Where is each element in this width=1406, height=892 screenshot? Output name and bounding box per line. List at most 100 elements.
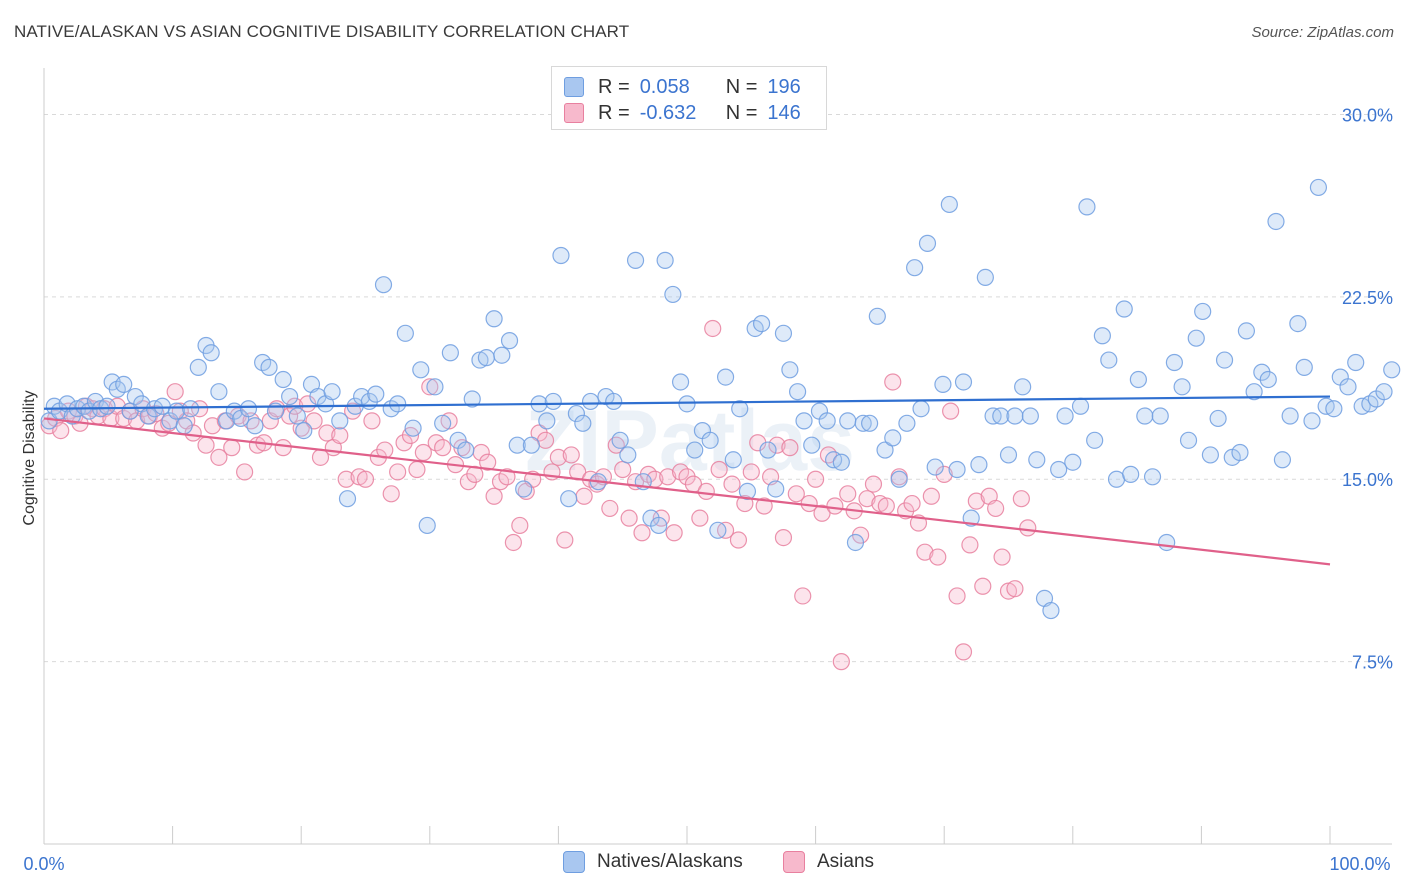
asians-point xyxy=(832,653,850,671)
asians-point xyxy=(562,446,580,464)
asians-point xyxy=(665,524,683,542)
legend-row-asians: R = -0.632 N = 146 xyxy=(564,101,801,125)
asians-point xyxy=(884,373,902,391)
asians-point xyxy=(498,468,516,486)
asians-point xyxy=(942,402,960,420)
axes xyxy=(43,68,1392,845)
legend-row-natives: R = 0.058 N = 196 xyxy=(564,75,801,99)
natives-point xyxy=(323,383,341,401)
natives-point xyxy=(246,417,264,435)
asians-point xyxy=(236,463,254,481)
natives-point xyxy=(1201,446,1220,464)
natives-point xyxy=(832,453,850,471)
asians-point xyxy=(993,548,1011,566)
natives-point xyxy=(1194,302,1212,321)
asians-point xyxy=(363,412,381,430)
asians-point xyxy=(1006,580,1024,598)
legend-label: Asians xyxy=(817,851,875,872)
asians-point xyxy=(819,446,838,464)
natives-point xyxy=(1209,409,1227,428)
asians-point xyxy=(620,509,638,527)
natives-point xyxy=(767,480,785,498)
natives-point xyxy=(1165,353,1183,372)
asians-point xyxy=(858,490,876,508)
natives-point xyxy=(418,516,436,535)
natives-point xyxy=(854,414,872,432)
natives-point xyxy=(884,429,902,447)
natives-point xyxy=(1042,601,1060,620)
natives-point xyxy=(846,533,865,552)
natives-point xyxy=(404,419,422,437)
natives-point xyxy=(338,490,357,508)
asians-point xyxy=(318,424,336,442)
natives-point xyxy=(954,373,973,391)
natives-point xyxy=(686,441,704,459)
watermark: ZIPatlas xyxy=(525,393,855,489)
natives-point xyxy=(175,417,193,435)
natives-point xyxy=(1187,329,1205,347)
asians-point xyxy=(210,448,228,466)
natives-point xyxy=(1115,300,1133,318)
natives-point xyxy=(295,422,313,440)
series-legend: Natives/Alaskans Asians xyxy=(0,851,1406,879)
chart-title: NATIVE/ALASKAN VS ASIAN COGNITIVE DISABI… xyxy=(14,22,630,41)
asians-point xyxy=(382,485,400,503)
natives-point xyxy=(1215,351,1234,369)
asians-point xyxy=(614,460,632,479)
natives-point xyxy=(650,516,668,535)
natives-point xyxy=(1267,212,1285,231)
y-tick-label: 15.0% xyxy=(1342,470,1393,490)
natives-point xyxy=(611,431,629,449)
natives-point xyxy=(98,397,116,415)
natives-point xyxy=(544,392,562,411)
natives-point xyxy=(574,414,592,432)
natives-point xyxy=(664,285,682,304)
natives-point xyxy=(926,458,944,476)
asians-point xyxy=(839,485,857,503)
natives-point xyxy=(560,490,578,508)
natives-point xyxy=(781,361,799,379)
asians-point xyxy=(504,533,522,552)
n-label: N = xyxy=(725,75,758,98)
asians-point xyxy=(954,643,973,661)
r-label: R = xyxy=(598,75,630,98)
natives-trend-line xyxy=(43,395,1331,410)
natives-point xyxy=(1281,407,1299,425)
natives-point xyxy=(522,436,540,454)
asians-point xyxy=(813,504,831,522)
natives-point xyxy=(818,412,836,430)
natives-point xyxy=(389,395,407,413)
natives-point xyxy=(434,414,452,432)
natives-point xyxy=(605,392,623,411)
grid-lines xyxy=(44,113,1392,663)
asians-point xyxy=(729,531,748,549)
asians-point xyxy=(916,543,934,561)
asians-point xyxy=(723,475,741,493)
natives-point xyxy=(1028,451,1046,469)
natives-point xyxy=(1050,460,1068,479)
natives-point xyxy=(1375,383,1393,401)
natives-point xyxy=(626,251,645,269)
asians-point xyxy=(337,470,355,488)
legend-item-asians: Asians xyxy=(783,851,874,873)
natives-point xyxy=(678,395,696,413)
asians-point xyxy=(987,499,1005,518)
natives-point xyxy=(581,392,600,411)
natives-point xyxy=(441,344,459,362)
natives-point xyxy=(374,276,393,294)
y-tick-label: 30.0% xyxy=(1342,105,1393,125)
y-tick-label: 22.5% xyxy=(1342,288,1393,308)
natives-swatch xyxy=(564,77,584,97)
natives-point xyxy=(619,446,637,464)
natives-point xyxy=(999,446,1018,464)
natives-point xyxy=(45,397,63,415)
natives-point xyxy=(493,346,511,364)
asians-point xyxy=(389,463,407,481)
natives-point xyxy=(1245,383,1263,401)
natives-point xyxy=(239,400,258,418)
natives-point xyxy=(115,375,133,393)
natives-point xyxy=(716,368,735,386)
asians-point xyxy=(184,424,202,442)
natives-point xyxy=(515,480,533,498)
